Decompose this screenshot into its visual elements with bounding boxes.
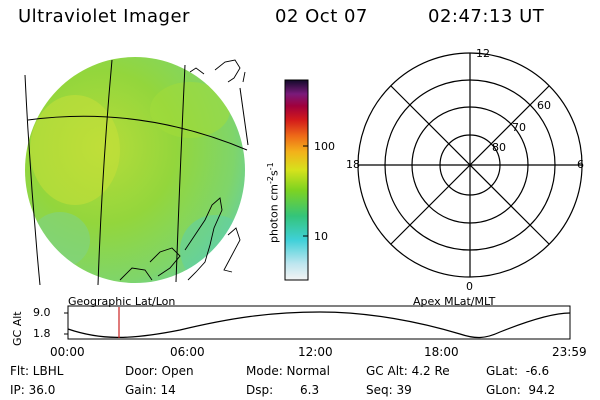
time-tick-0600: 06:00 (170, 345, 205, 359)
glat-status: GLat: -6.6 (486, 364, 550, 378)
dsp-value: 6.3 (300, 383, 320, 397)
filter-status: Flt: LBHL (10, 364, 64, 378)
time-tick-2359: 23:59 (552, 345, 587, 359)
gain-status: Gain: 14 (125, 383, 176, 397)
time-tick-1200: 12:00 (298, 345, 333, 359)
door-status: Door: Open (125, 364, 194, 378)
polar-mlat-mlt-plot (357, 52, 583, 278)
apex-caption: Apex MLat/MLT (413, 295, 496, 308)
intensity-colorbar (284, 79, 309, 281)
time-tick-0000: 00:00 (50, 345, 85, 359)
glon-status: GLon: 94.2 (486, 383, 556, 397)
altitude-plot (64, 305, 571, 340)
mode-status: Mode: Normal (246, 364, 330, 378)
mlt-label-0: 0 (466, 280, 473, 293)
ip-status: IP: 36.0 (10, 383, 56, 397)
seq-status: Seq: 39 (366, 383, 412, 397)
alt-tick-9: 9.0 (33, 306, 51, 319)
dsp-label: Dsp: (246, 383, 274, 397)
mlat-label-70: 70 (512, 121, 526, 134)
geographic-grid (24, 59, 249, 286)
mlt-label-12: 12 (476, 47, 490, 60)
uv-image-disk (25, 57, 245, 283)
coastline-outline (119, 59, 246, 281)
geographic-caption: Geographic Lat/Lon (68, 295, 176, 308)
time-label: 02:47:13 UT (428, 6, 545, 27)
gc-alt-status: GC Alt: 4.2 Re (366, 364, 450, 378)
mlat-label-80: 80 (492, 141, 506, 154)
colorbar-unit-label: photon cm-2s-1 (266, 162, 281, 243)
colorbar-tick-100: 100 (314, 140, 335, 153)
app-title: Ultraviolet Imager (18, 6, 190, 27)
alt-tick-1-8: 1.8 (33, 327, 51, 340)
time-tick-1800: 18:00 (424, 345, 459, 359)
altitude-axis-label: GC Alt (11, 311, 24, 346)
date-label: 02 Oct 07 (275, 6, 368, 27)
mlt-label-18: 18 (346, 158, 360, 171)
mlat-label-60: 60 (537, 99, 551, 112)
colorbar-tick-10: 10 (314, 230, 328, 243)
mlt-label-6: 6 (577, 158, 584, 171)
